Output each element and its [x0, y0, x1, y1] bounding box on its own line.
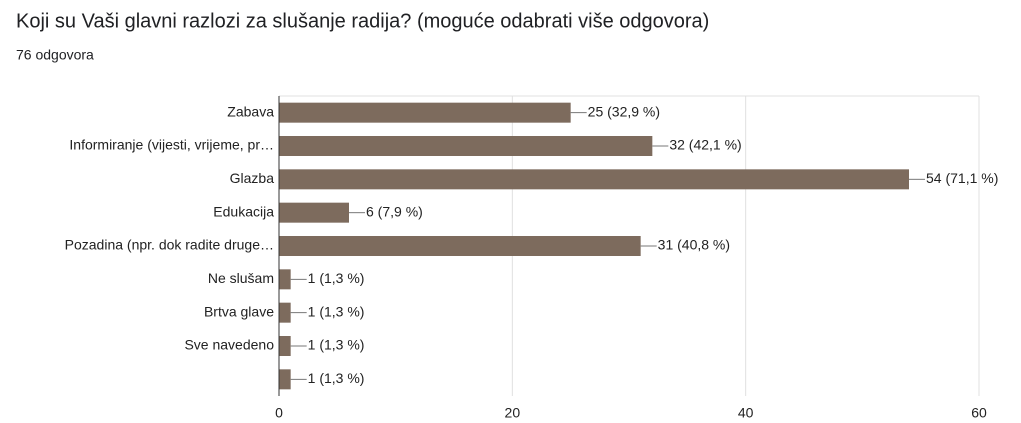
value-label: 32 (42,1 %) [669, 137, 741, 153]
value-label: 25 (32,9 %) [588, 103, 660, 119]
y-tick-label: Zabava [227, 103, 274, 119]
value-label: 1 (1,3 %) [308, 270, 365, 286]
bar [279, 302, 291, 323]
bar [279, 336, 291, 356]
bar [279, 369, 291, 390]
chart-title: Koji su Vaši glavni razlozi za slušanje … [16, 10, 709, 32]
chart-subtitle: 76 odgovora [16, 47, 94, 63]
y-tick-label: Informiranje (vijesti, vrijeme, pr… [69, 137, 274, 153]
bar [279, 136, 653, 156]
y-tick-label: Ne slušam [208, 270, 274, 286]
y-tick-label: Pozadina (npr. dok radite druge… [65, 237, 274, 253]
value-label: 6 (7,9 %) [366, 203, 423, 219]
y-tick-label: Sve navedeno [184, 337, 274, 353]
bar [279, 236, 641, 256]
x-tick-label: 20 [505, 405, 521, 421]
value-label: 1 (1,3 %) [308, 337, 365, 353]
value-label: 31 (40,8 %) [658, 237, 730, 253]
bar [279, 202, 349, 223]
x-tick-label: 60 [971, 405, 987, 421]
x-tick-label: 0 [275, 405, 283, 421]
y-tick-label: Brtva glave [204, 303, 274, 319]
y-tick-label: Glazba [230, 170, 275, 186]
value-label: 1 (1,3 %) [308, 370, 365, 386]
bar [279, 102, 571, 123]
x-tick-label: 40 [738, 405, 754, 421]
value-label: 1 (1,3 %) [308, 303, 365, 319]
bar [279, 169, 909, 190]
value-label: 54 (71,1 %) [926, 170, 998, 186]
bar [279, 269, 291, 290]
y-tick-label: Edukacija [213, 203, 274, 219]
